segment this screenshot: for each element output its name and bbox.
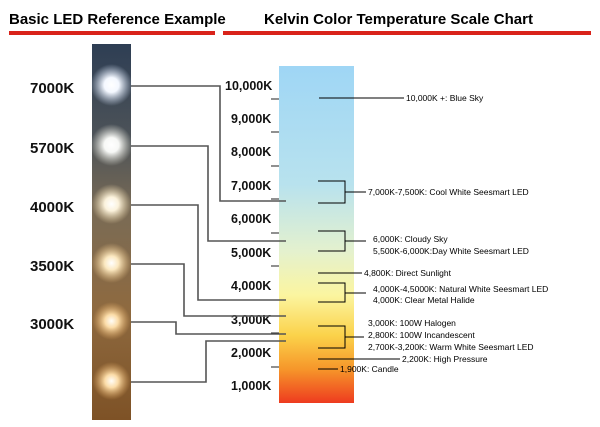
led-4000k [91,184,132,224]
led-warm-bottom [92,362,131,400]
annotation-warm-white-led: 2,700K-3,200K: Warm White Seesmart LED [368,342,534,352]
right-heading: Kelvin Color Temperature Scale Chart [264,11,533,28]
annotation-clear-metal-halide: 4,000K: Clear Metal Halide [373,295,475,305]
left-heading-rule [9,31,215,35]
annotation-blue-sky: 10,000K +: Blue Sky [406,93,484,103]
annotation-high-pressure: 2,200K: High Pressure [402,354,488,364]
connector-7000k [131,85,286,202]
tick-label-5000k: 5,000K [231,246,271,260]
tick-label-2000k: 2,000K [231,346,271,360]
connector-4000k [131,204,286,301]
right-heading-rule [223,31,591,35]
tick-label-9000k: 9,000K [231,112,271,126]
led-strip [90,44,133,420]
led-7000k [90,64,133,106]
annotation-pointers [318,97,404,370]
led-5700k [90,124,133,166]
tick-label-1000k: 1,000K [231,379,271,393]
tick-label-8000k: 8,000K [231,145,271,159]
led-label-7000k: 7000K [30,80,74,97]
annotation-candle: 1,900K: Candle [340,364,399,374]
annotations: 10,000K +: Blue Sky 7,000K-7,500K: Cool … [340,93,548,374]
led-label-5700k: 5700K [30,140,74,157]
annotation-halogen: 3,000K: 100W Halogen [368,318,456,328]
scale-ticks: 10,000K 9,000K 8,000K 7,000K 6,000K 5,00… [225,79,279,393]
tick-label-6000k: 6,000K [231,212,271,226]
tick-label-3000k: 3,000K [231,313,271,327]
led-3000k [92,302,131,340]
tick-label-7000k: 7,000K [231,179,271,193]
annotation-cool-white-led: 7,000K-7,500K: Cool White Seesmart LED [368,187,529,197]
led-label-3500k: 3500K [30,258,74,275]
kelvin-scale-bar [279,66,354,403]
annotation-incandescent: 2,800K: 100W Incandescent [368,330,475,340]
connector-5700k [131,145,286,242]
annotation-day-white-led: 5,500K-6,000K:Day White Seesmart LED [373,246,529,256]
connector-warm [131,340,286,383]
annotation-natural-white-led: 4,000K-4,5000K: Natural White Seesmart L… [373,284,548,294]
led-strip-body [92,44,131,420]
led-label-3000k: 3000K [30,316,74,333]
annotation-cloudy-sky: 6,000K: Cloudy Sky [373,234,448,244]
led-connectors [131,85,286,383]
annotation-direct-sunlight: 4,800K: Direct Sunlight [364,268,452,278]
led-label-4000k: 4000K [30,199,74,216]
tick-label-10000k: 10,000K [225,79,272,93]
tick-marks [271,98,279,368]
tick-label-4000k: 4,000K [231,279,271,293]
left-heading: Basic LED Reference Example [9,11,226,28]
led-3500k [91,243,132,283]
connector-3000k [131,321,286,335]
connector-3500k [131,263,286,317]
